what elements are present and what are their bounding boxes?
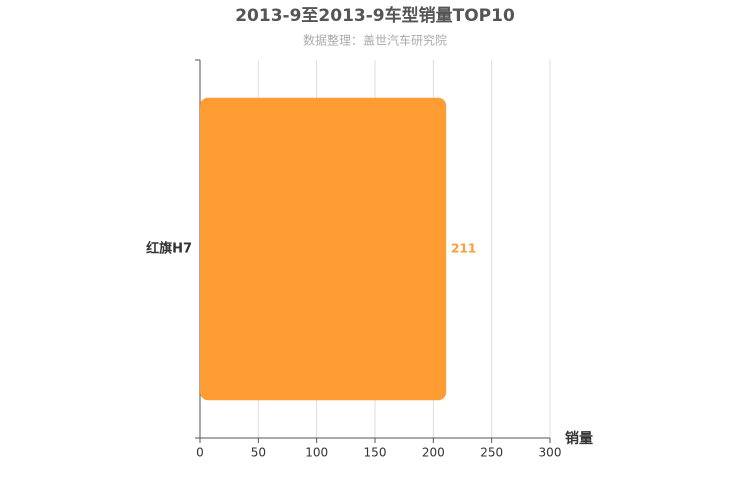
- x-tick-label: 50: [251, 446, 266, 460]
- x-tick-label: 150: [364, 446, 387, 460]
- x-tick-label: 100: [305, 446, 328, 460]
- value-label: 211: [451, 242, 476, 256]
- chart-subtitle: 数据整理：盖世汽车研究院: [303, 33, 447, 48]
- x-tick-label: 0: [196, 446, 204, 460]
- y-tick-label: 红旗H7: [146, 241, 192, 257]
- x-tick-label: 250: [480, 446, 503, 460]
- x-tick-label: 300: [539, 446, 562, 460]
- x-axis-label: 销量: [565, 430, 593, 447]
- bar: [200, 97, 447, 401]
- x-tick-label: 200: [422, 446, 445, 460]
- chart-title: 2013-9至2013-9车型销量TOP10: [235, 5, 515, 26]
